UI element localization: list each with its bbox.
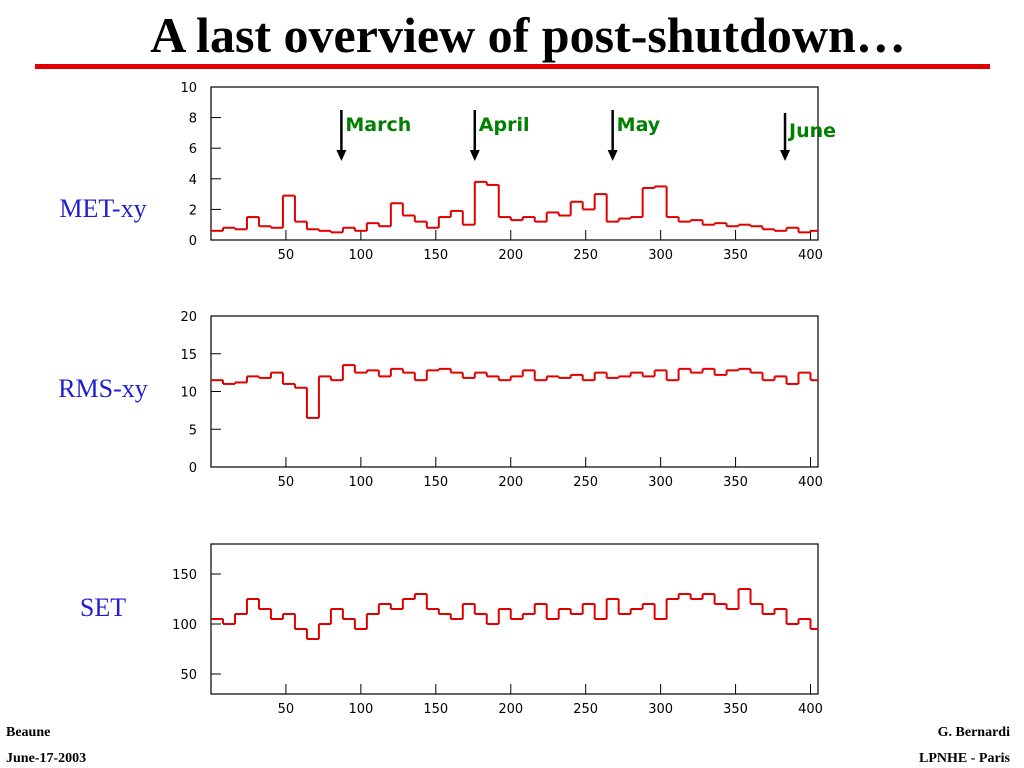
- x-tick-label: 250: [573, 248, 598, 263]
- y-tick-label: 6: [189, 142, 197, 157]
- arrow-head: [336, 150, 347, 161]
- arrow-head: [607, 150, 618, 161]
- x-tick-label: 50: [278, 248, 295, 263]
- row-label: RMS-xy: [58, 374, 148, 403]
- y-tick-label: 20: [180, 310, 197, 325]
- slide-title: A last overview of post-shutdown…: [150, 7, 906, 63]
- x-tick-label: 100: [348, 475, 373, 490]
- x-tick-label: 300: [648, 248, 673, 263]
- y-tick-label: 5: [189, 423, 197, 438]
- x-tick-label: 200: [498, 475, 523, 490]
- y-tick-label: 8: [189, 112, 197, 127]
- x-tick-label: 250: [573, 702, 598, 717]
- x-tick-label: 300: [648, 702, 673, 717]
- annotation: March: [345, 114, 411, 136]
- y-tick-label: 10: [180, 81, 197, 96]
- x-tick-label: 400: [798, 248, 823, 263]
- x-tick-label: 100: [348, 248, 373, 263]
- x-tick-label: 150: [423, 702, 448, 717]
- footer-text: G. Bernardi: [938, 725, 1010, 740]
- x-tick-label: 50: [278, 475, 295, 490]
- y-tick-label: 150: [172, 568, 197, 583]
- x-tick-label: 400: [798, 475, 823, 490]
- y-tick-label: 15: [180, 348, 197, 363]
- step-connector: [221, 181, 812, 233]
- x-tick-label: 150: [423, 248, 448, 263]
- footer-text: LPNHE - Paris: [919, 751, 1011, 766]
- annotation: April: [479, 114, 530, 136]
- plot-frame: [210, 315, 819, 468]
- row-label: MET-xy: [59, 194, 146, 223]
- plot-frame: [210, 86, 819, 241]
- x-tick-label: 200: [498, 248, 523, 263]
- annotation: May: [617, 114, 661, 136]
- x-tick-label: 100: [348, 702, 373, 717]
- x-tick-label: 350: [723, 248, 748, 263]
- y-tick-label: 0: [189, 461, 197, 476]
- y-tick-label: 0: [189, 234, 197, 249]
- footer-text: Beaune: [6, 725, 50, 740]
- y-tick-label: 2: [189, 203, 197, 218]
- x-tick-label: 250: [573, 475, 598, 490]
- annotation: June: [787, 120, 836, 142]
- row-label: SET: [80, 593, 126, 622]
- arrow-head: [469, 150, 480, 161]
- x-tick-label: 350: [723, 475, 748, 490]
- x-tick-label: 50: [278, 702, 295, 717]
- y-tick-label: 100: [172, 618, 197, 633]
- footer-text: June-17-2003: [6, 751, 86, 766]
- y-tick-label: 10: [180, 386, 197, 401]
- x-tick-label: 400: [798, 702, 823, 717]
- x-tick-label: 200: [498, 702, 523, 717]
- y-tick-label: 4: [189, 173, 197, 188]
- x-tick-label: 350: [723, 702, 748, 717]
- x-tick-label: 150: [423, 475, 448, 490]
- x-tick-label: 300: [648, 475, 673, 490]
- y-tick-label: 50: [180, 668, 197, 683]
- title-underline: [35, 64, 990, 69]
- step-connector: [221, 365, 812, 418]
- step-connector: [221, 589, 812, 639]
- arrow-head: [780, 150, 791, 161]
